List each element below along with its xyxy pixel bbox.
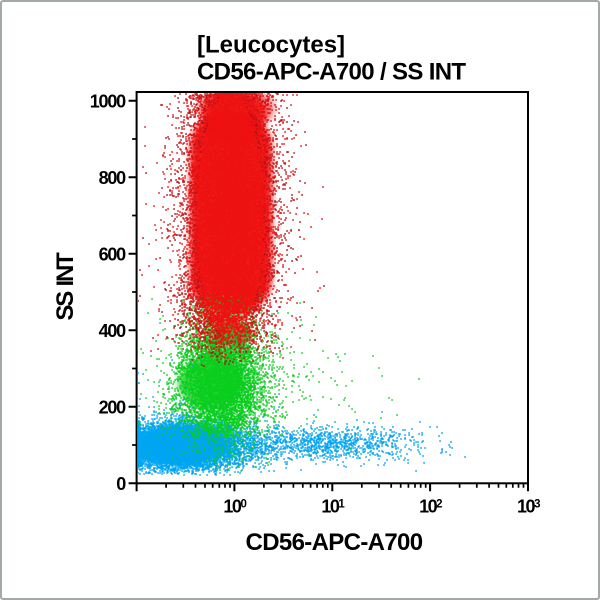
- svg-text:CD56-APC-A700 / SS INT: CD56-APC-A700 / SS INT: [197, 59, 466, 86]
- svg-text:0: 0: [116, 474, 126, 494]
- svg-text:600: 600: [99, 245, 127, 265]
- svg-text:100: 100: [223, 497, 246, 517]
- svg-text:103: 103: [517, 497, 540, 517]
- svg-text:101: 101: [321, 497, 345, 517]
- svg-text:[Leucocytes]: [Leucocytes]: [197, 32, 345, 59]
- svg-text:SS INT: SS INT: [52, 252, 79, 321]
- svg-text:102: 102: [419, 497, 442, 517]
- svg-text:400: 400: [99, 321, 127, 341]
- svg-text:800: 800: [99, 168, 127, 188]
- svg-text:CD56-APC-A700: CD56-APC-A700: [246, 529, 423, 556]
- svg-text:200: 200: [99, 398, 127, 418]
- svg-text:1000: 1000: [90, 92, 126, 112]
